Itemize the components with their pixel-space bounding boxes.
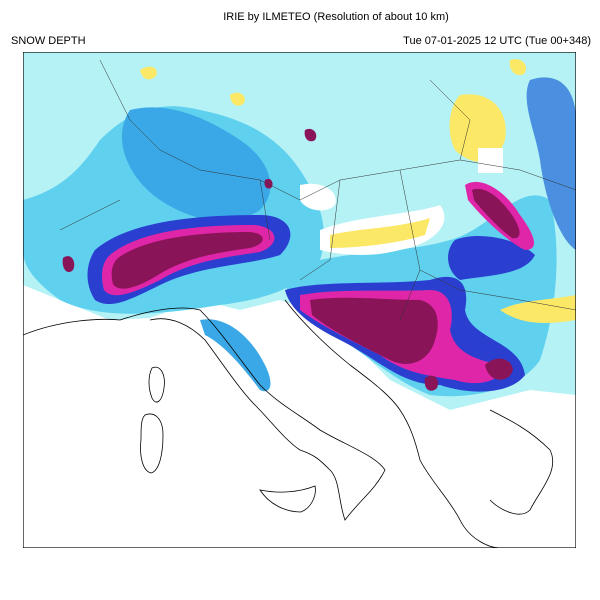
- coastline: [259, 485, 316, 513]
- snow-extreme: [111, 232, 263, 289]
- snow-deep: [121, 107, 271, 221]
- coastline: [23, 307, 386, 521]
- no-snow: [300, 183, 336, 211]
- snow-extreme: [310, 297, 513, 391]
- snow-deep: [200, 319, 271, 392]
- coastline: [489, 409, 554, 515]
- border-line: [59, 59, 576, 321]
- coastline: [148, 366, 165, 403]
- field-label: SNOW DEPTH: [11, 35, 86, 47]
- coastline: [140, 413, 164, 474]
- no-snow: [478, 148, 503, 173]
- valid-time: Tue 07-01-2025 12 UTC (Tue 00+348): [403, 35, 591, 47]
- map-title: IRIE by ILMETEO (Resolution of about 10 …: [223, 11, 449, 23]
- snow-very-deep: [448, 235, 535, 280]
- snow-deep: [526, 77, 576, 250]
- snow-extreme: [472, 188, 520, 239]
- coastline: [284, 299, 501, 548]
- map-area: [23, 52, 576, 548]
- snow-trace: [330, 218, 430, 248]
